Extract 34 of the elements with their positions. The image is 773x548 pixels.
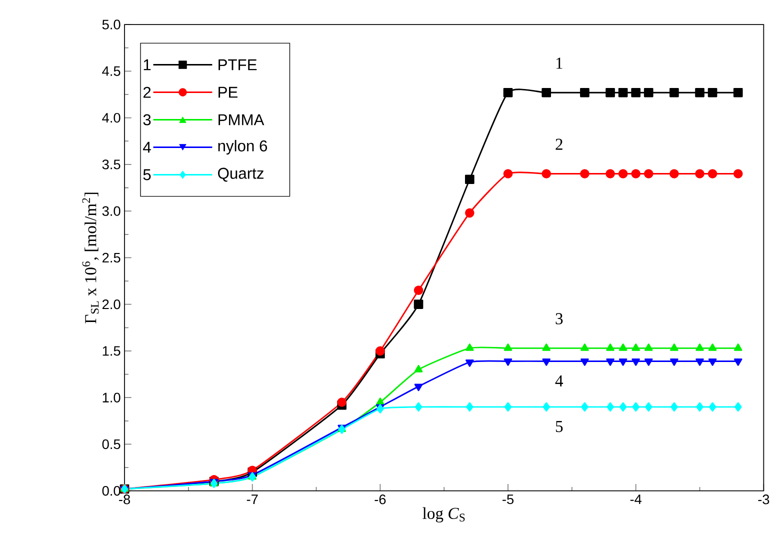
x-tick-label: -5 bbox=[502, 494, 514, 504]
x-tick-label: -8 bbox=[119, 494, 130, 504]
x-tick-label: -4 bbox=[630, 494, 642, 504]
x-tick-label: -3 bbox=[758, 494, 770, 504]
y-tick-label: 2.0 bbox=[102, 300, 120, 310]
y-tick-label: 5.0 bbox=[102, 20, 120, 30]
text: 2 bbox=[143, 86, 151, 98]
legend-label: Quartz bbox=[218, 168, 264, 182]
annotation: 3 bbox=[556, 313, 563, 324]
y-tick-label: 3.0 bbox=[102, 206, 120, 216]
legend-label: PE bbox=[218, 86, 238, 98]
y-tick-label: 2.5 bbox=[102, 252, 120, 263]
text: 3 bbox=[143, 114, 151, 126]
annotation: 2 bbox=[556, 138, 562, 150]
y-tick-label: 0.0 bbox=[102, 486, 120, 496]
y-tick-label: 0.5 bbox=[102, 439, 120, 450]
y-tick-label: 1.0 bbox=[102, 392, 120, 403]
y-tick-label: 4.5 bbox=[102, 66, 120, 76]
x-tick-label: -6 bbox=[374, 494, 386, 504]
annotation: 4 bbox=[555, 375, 564, 386]
text: 5 bbox=[143, 169, 151, 180]
x-tick-label: -7 bbox=[246, 494, 258, 504]
legend-label: PMMA bbox=[218, 114, 264, 126]
text: 4 bbox=[143, 142, 151, 153]
y-tick-label: 4.0 bbox=[102, 113, 120, 123]
y-tick-label: 3.5 bbox=[102, 160, 120, 170]
legend-label: PTFE bbox=[218, 59, 257, 70]
y-axis-title: Γ$_{SL}$ x 10$^{6}$, [mol/m$^{2}$] bbox=[82, 192, 99, 324]
text: 1 bbox=[144, 59, 151, 70]
x-axis-title: log C$_{S}$ bbox=[422, 507, 465, 523]
annotation: 5 bbox=[556, 421, 563, 432]
y-tick-label: 1.5 bbox=[102, 346, 120, 356]
annotation: 1 bbox=[556, 58, 562, 69]
legend-label: nylon 6 bbox=[218, 140, 268, 155]
